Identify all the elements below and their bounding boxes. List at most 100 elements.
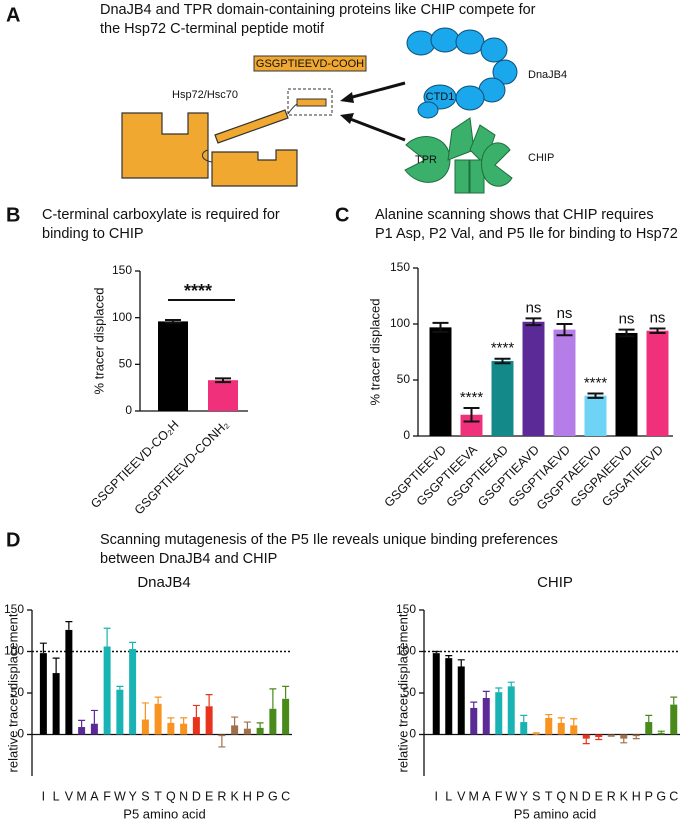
error-bar xyxy=(215,377,231,384)
bar xyxy=(243,728,251,735)
bar xyxy=(208,380,238,411)
error-bar xyxy=(432,321,449,333)
bar xyxy=(670,704,678,735)
error-bar xyxy=(525,317,542,327)
bar xyxy=(495,692,503,735)
y-tick-label: 50 xyxy=(403,685,417,699)
chart-title: CHIP xyxy=(537,574,573,591)
bar xyxy=(460,414,483,436)
error-bar xyxy=(463,407,480,423)
error-bar xyxy=(494,357,511,365)
bar xyxy=(429,327,452,436)
x-tick-label: Y xyxy=(128,789,137,803)
dashed-box xyxy=(287,88,333,116)
error-bar xyxy=(556,323,573,337)
chip-shape xyxy=(404,117,513,194)
bar xyxy=(192,717,200,735)
y-axis-label: relative tracer displacement xyxy=(5,613,20,772)
bar xyxy=(570,725,578,735)
x-tick-label: L xyxy=(53,789,60,803)
error-bar xyxy=(103,627,111,647)
bar xyxy=(180,723,188,735)
x-tick-label: S xyxy=(141,789,149,803)
error-bar xyxy=(457,659,465,667)
x-tick-label: M xyxy=(76,789,86,803)
hsp-lid xyxy=(214,109,289,144)
x-tick-label: Q xyxy=(556,789,566,803)
bar xyxy=(645,722,653,735)
bar xyxy=(129,649,137,735)
hsp-label: Hsp72/Hsc70 xyxy=(172,89,238,101)
error-bar xyxy=(570,718,578,726)
error-bar xyxy=(649,327,666,334)
chip-label: CHIP xyxy=(528,152,554,164)
error-bar xyxy=(205,694,213,707)
significance-label: ns xyxy=(526,299,542,316)
x-tick-label: H xyxy=(243,789,252,803)
panel-title: the Hsp72 C-terminal peptide motif xyxy=(100,21,325,37)
error-bar xyxy=(52,657,60,674)
error-bar xyxy=(545,713,553,718)
significance-label: **** xyxy=(460,389,484,406)
y-tick-label: 0 xyxy=(125,403,132,417)
significance-label: **** xyxy=(184,281,212,301)
x-tick-label: G xyxy=(656,789,666,803)
x-axis-label: P5 amino acid xyxy=(123,806,205,821)
x-tick-label: N xyxy=(569,789,578,803)
bar xyxy=(39,653,47,735)
error-bar xyxy=(129,641,137,650)
error-bar xyxy=(167,717,175,723)
hsp-nbd xyxy=(121,112,209,179)
panel-label: A xyxy=(6,4,20,26)
error-bar xyxy=(141,702,149,720)
bar xyxy=(269,708,277,735)
error-bar xyxy=(482,690,490,698)
panel-title: DnaJB4 and TPR domain-containing protein… xyxy=(100,2,536,18)
ctd1-label: CTD1 xyxy=(426,91,455,103)
bar xyxy=(657,732,665,735)
error-bar xyxy=(218,736,226,748)
error-bar xyxy=(445,655,453,659)
bar xyxy=(557,722,565,735)
peptide-tail xyxy=(296,98,327,107)
x-tick-label: Y xyxy=(520,789,529,803)
arrow xyxy=(344,81,406,101)
y-axis-label: relative tracer displacement xyxy=(395,613,410,772)
bar xyxy=(52,673,60,735)
chart-title: Alanine scanning shows that CHIP require… xyxy=(375,207,654,223)
y-tick-label: 150 xyxy=(112,263,132,277)
bar xyxy=(482,697,490,735)
error-bar xyxy=(231,716,239,726)
panel-label: C xyxy=(335,204,349,226)
y-tick-label: 150 xyxy=(396,602,416,616)
error-bar xyxy=(557,717,565,723)
error-bar xyxy=(180,717,188,724)
y-tick-label: 100 xyxy=(112,310,132,324)
x-tick-label: L xyxy=(445,789,452,803)
x-tick-label: G xyxy=(268,789,278,803)
x-tick-label: D xyxy=(192,789,201,803)
x-tick-label: A xyxy=(90,789,99,803)
bar xyxy=(615,332,638,436)
error-bar xyxy=(154,696,162,704)
panel-label: B xyxy=(6,204,20,226)
bar xyxy=(470,707,478,735)
peptide-box xyxy=(253,55,367,72)
bar xyxy=(632,734,640,737)
x-tick-label: C xyxy=(281,789,290,803)
bar xyxy=(522,321,545,436)
bar xyxy=(646,330,669,436)
bar xyxy=(65,629,73,735)
bar xyxy=(282,698,290,735)
bar xyxy=(457,666,465,735)
y-tick-label: 100 xyxy=(390,316,410,330)
chart-title: P1 Asp, P2 Val, and P5 Ile for binding t… xyxy=(375,226,678,242)
error-bar xyxy=(507,681,515,687)
bar xyxy=(256,727,264,735)
error-bar xyxy=(116,685,124,690)
error-bar xyxy=(165,319,181,324)
chart-title: DnaJB4 xyxy=(137,574,190,591)
arrow-head xyxy=(340,113,354,124)
panel-title: between DnaJB4 and CHIP xyxy=(100,551,277,567)
